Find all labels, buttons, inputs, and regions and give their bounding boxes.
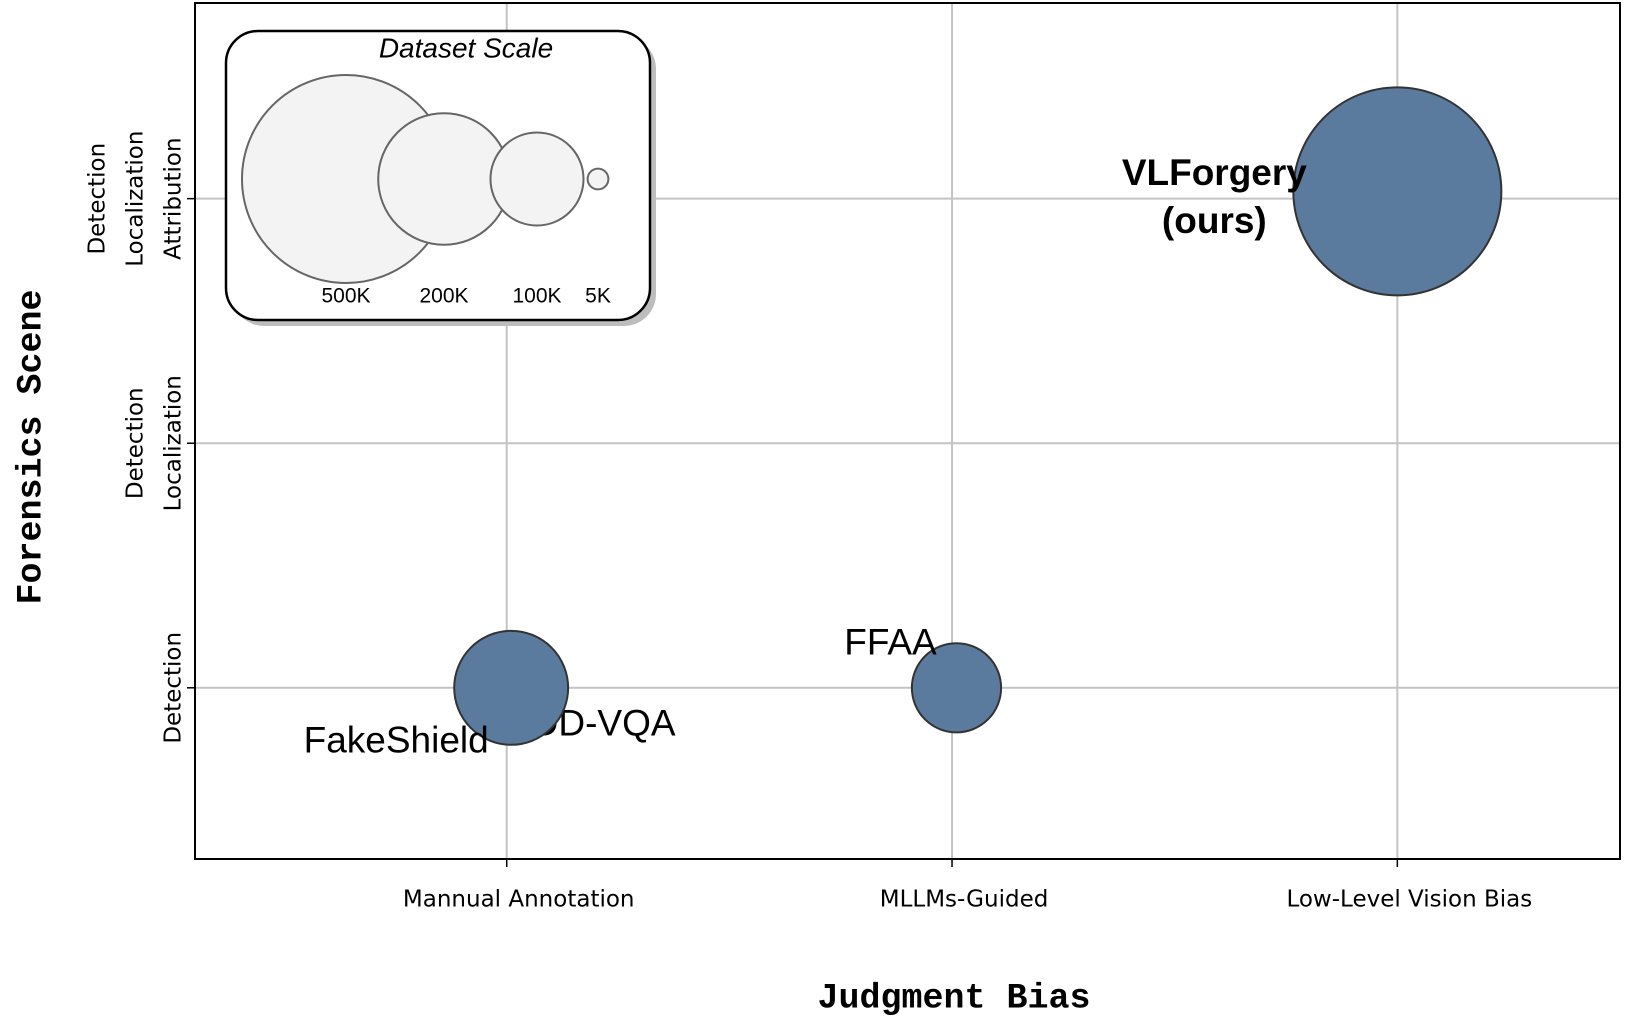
x-tick-label: Low-Level Vision Bias — [1286, 887, 1532, 913]
legend-label: 100K — [512, 285, 561, 308]
y-tick-label: Detection — [161, 632, 187, 744]
y-tick-label: Localization — [123, 131, 149, 267]
y-axis-title: Forensics Scene — [11, 289, 51, 604]
x-tick-label: Mannual Annotation — [403, 887, 635, 913]
y-tick-label: Detection — [85, 143, 111, 255]
bubble — [1292, 86, 1503, 297]
legend-label: 5K — [585, 285, 611, 308]
x-tick-label: MLLMs-Guided — [880, 887, 1049, 913]
point-label: FFAA — [844, 622, 937, 663]
legend-label: 500K — [321, 285, 370, 308]
legend-label: 200K — [419, 285, 468, 308]
bubble — [910, 642, 1003, 734]
plot-frame — [194, 2, 1621, 860]
size-legend: Dataset Scale 500K 200K 100K 5K — [224, 29, 656, 326]
point-label: VLForgery — [1122, 152, 1307, 193]
y-tick-label: Localization — [161, 375, 187, 511]
bubble — [453, 629, 570, 746]
point-label: FakeShield — [304, 720, 489, 761]
y-tick-label: Detection — [123, 387, 149, 499]
x-axis-title: Judgment Bias — [817, 978, 1090, 1018]
y-tick-label: Attribution — [161, 137, 187, 259]
legend-bubble — [489, 131, 585, 227]
legend-title: Dataset Scale — [379, 32, 553, 63]
legend-bubble — [586, 167, 610, 191]
point-sublabel: (ours) — [1162, 200, 1267, 241]
